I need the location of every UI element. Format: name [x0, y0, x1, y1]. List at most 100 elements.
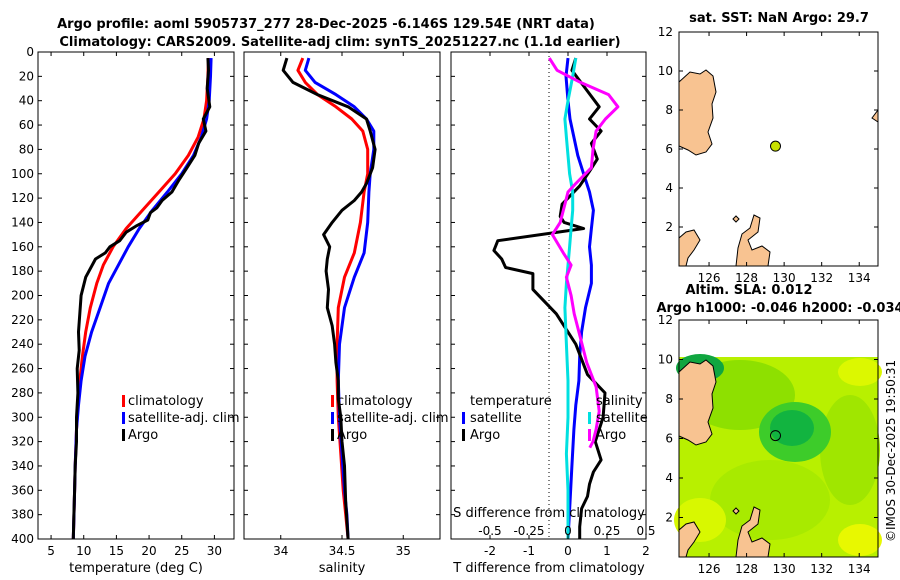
- legend-swatch-s-satellite: [588, 412, 591, 424]
- xtick-label: 25: [174, 544, 189, 558]
- t-difference-xlabel: T difference from climatology: [452, 561, 645, 576]
- ytick-label: 120: [11, 191, 34, 205]
- xtick-label: 0: [564, 544, 572, 558]
- top-tick-label: 0.5: [636, 524, 655, 538]
- top-tick-label: 0: [564, 524, 572, 538]
- ytick-label: 12: [658, 25, 673, 39]
- ytick-label: 40: [19, 94, 34, 108]
- xtick-label: 34: [273, 544, 288, 558]
- argo-float-marker: [769, 140, 781, 152]
- series-t-argo: [492, 57, 607, 539]
- ytick-label: 0: [26, 45, 34, 59]
- difference-profile-panel: -2 -1 0 1 2 -0.5 -0.25 0 0.25 0.5 S difference f…: [450, 51, 656, 576]
- sla-patch-east: [820, 395, 880, 505]
- salinity-xlabel: salinity: [319, 561, 366, 576]
- xtick-label: 20: [141, 544, 156, 558]
- ytick-label: 20: [19, 69, 34, 83]
- sla-map-panel: Altim. SLA: 0.012 Argo h1000: -0.046 h20…: [656, 283, 900, 576]
- ytick-label: 200: [11, 289, 34, 303]
- ytick-label: 8: [665, 392, 673, 406]
- ytick-label: 140: [11, 215, 34, 229]
- ytick-label: 2: [665, 220, 673, 234]
- legend-label-satellite: satellite-adj. clim: [337, 411, 449, 426]
- legend-label-satellite: satellite-adj. clim: [128, 411, 240, 426]
- legend-label-climatology: climatology: [337, 394, 413, 409]
- land-mindanao: [678, 359, 717, 446]
- ytick-label: 280: [11, 386, 34, 400]
- temperature-legend: climatology satellite-adj. clim Argo: [122, 394, 240, 443]
- xtick-label: 132: [810, 271, 833, 285]
- ytick-label: 100: [11, 167, 34, 181]
- ytick-label: 60: [19, 118, 34, 132]
- sla-map-blank-area: [679, 320, 878, 357]
- legend-swatch-argo: [122, 429, 125, 441]
- difference-plot-frame: [450, 51, 647, 540]
- xtick-label: -2: [484, 544, 496, 558]
- legend-label-t-argo: Argo: [470, 428, 500, 443]
- temperature-xlabel: temperature (deg C): [69, 561, 203, 576]
- sla-map-land: [678, 359, 771, 558]
- series-t-satellite: [564, 57, 595, 540]
- figure-title-line2: Climatology: CARS2009. Satellite-adj cli…: [59, 35, 620, 50]
- xtick-label: 34.5: [329, 544, 356, 558]
- legend-swatch-climatology: [331, 395, 334, 407]
- land-halmahera: [735, 214, 771, 267]
- sla-low-north: [838, 358, 882, 386]
- legend-swatch-satellite: [331, 412, 334, 424]
- legend-title-temperature: temperature: [470, 394, 552, 409]
- legend-label-argo: Argo: [337, 428, 367, 443]
- xtick-label: 134: [848, 271, 871, 285]
- xtick-label: 2: [642, 544, 650, 558]
- ytick-label: 4: [665, 471, 673, 485]
- legend-title-salinity: salinity: [596, 394, 643, 409]
- difference-legend: temperature satellite Argo salinity sate…: [462, 394, 648, 443]
- xtick-label: 130: [773, 271, 796, 285]
- ytick-label: 6: [665, 432, 673, 446]
- legend-label-argo: Argo: [128, 428, 158, 443]
- top-tick-label: 0.25: [594, 524, 621, 538]
- legend-label-climatology: climatology: [128, 394, 204, 409]
- legend-swatch-satellite: [122, 412, 125, 424]
- figure-title-line1: Argo profile: aoml 5905737_277 28-Dec-20…: [57, 17, 595, 32]
- legend-label-s-argo: Argo: [596, 428, 626, 443]
- land-sulawesi-north: [678, 521, 701, 558]
- ytick-label: 260: [11, 362, 34, 376]
- xtick-label: 128: [735, 562, 758, 576]
- ytick-label: 80: [19, 142, 34, 156]
- sla-map-title-line1: Altim. SLA: 0.012: [686, 283, 813, 298]
- xtick-label: -1: [523, 544, 535, 558]
- ytick-label: 2: [665, 511, 673, 525]
- temperature-profile-panel: 5 10 15 20 25 30 0 20 40 60 80 100 120 140 160 180 200 2…: [11, 45, 240, 576]
- xtick-label: 5: [47, 544, 55, 558]
- ytick-label: 300: [11, 410, 34, 424]
- xtick-label: 126: [698, 562, 721, 576]
- ytick-label: 240: [11, 337, 34, 351]
- sst-map-panel: sat. SST: NaN Argo: 29.7 126 128 130 132 134…: [658, 11, 879, 285]
- sst-map-title: sat. SST: NaN Argo: 29.7: [689, 11, 869, 26]
- xtick-label: 15: [109, 544, 124, 558]
- ytick-label: 160: [11, 240, 34, 254]
- land-mindanao: [678, 69, 717, 156]
- s-difference-axis-label: S difference from climatology: [453, 506, 645, 521]
- series-argo: [281, 57, 377, 540]
- xtick-label: 30: [207, 544, 222, 558]
- ytick-label: 10: [658, 353, 673, 367]
- legend-swatch-argo: [331, 429, 334, 441]
- xtick-label: 10: [76, 544, 91, 558]
- legend-swatch-climatology: [122, 395, 125, 407]
- xtick-label: 35: [396, 544, 411, 558]
- sla-patch-south: [710, 460, 830, 540]
- xtick-label: 128: [735, 271, 758, 285]
- imos-credit: ©IMOS 30-Dec-2025 19:50:31: [884, 360, 898, 542]
- ytick-label: 320: [11, 435, 34, 449]
- ytick-label: 380: [11, 508, 34, 522]
- salinity-profile-panel: 34 34.5 35 salinity climatology satellite-…: [243, 51, 449, 576]
- ytick-label: 360: [11, 483, 34, 497]
- legend-label-t-satellite: satellite: [470, 411, 522, 426]
- sla-map-title-line2: Argo h1000: -0.046 h2000: -0.034: [656, 301, 900, 316]
- legend-swatch-t-argo: [462, 429, 465, 441]
- argo-float-marker: [769, 430, 781, 442]
- xtick-label: 126: [698, 271, 721, 285]
- ytick-label: 6: [665, 142, 673, 156]
- top-tick-label: -0.5: [478, 524, 501, 538]
